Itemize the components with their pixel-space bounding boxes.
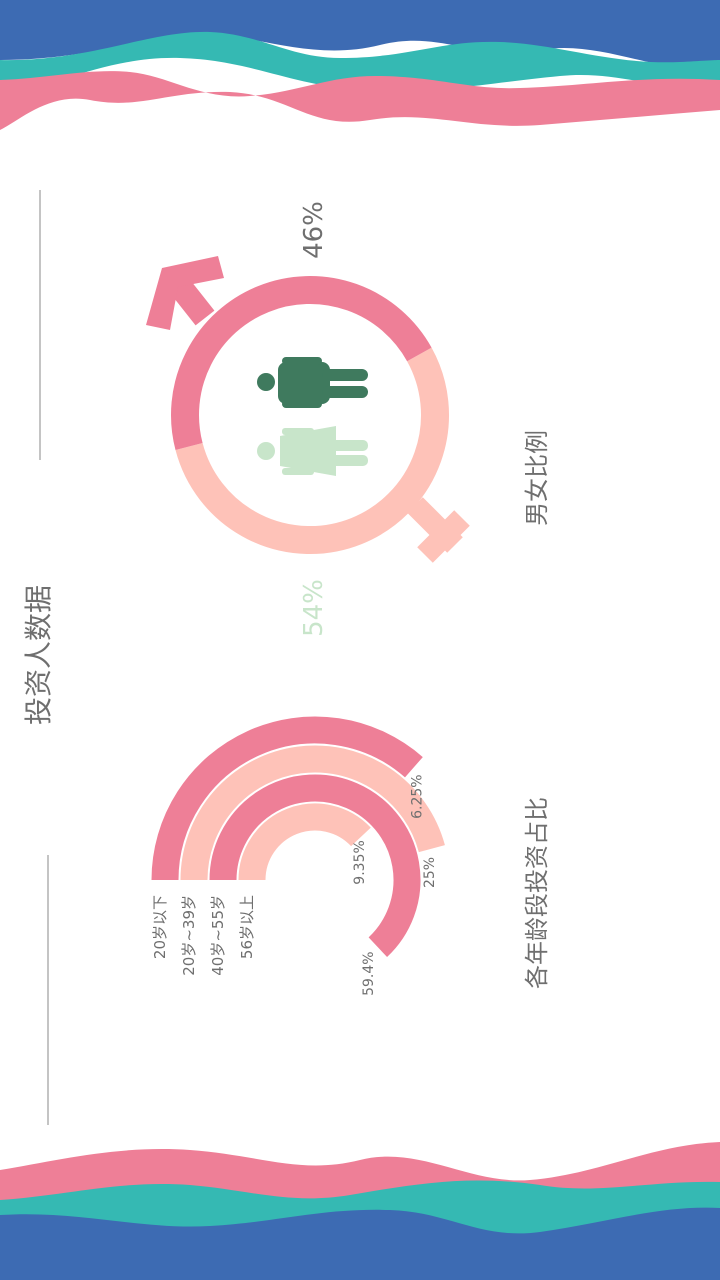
female-symbol-icon bbox=[407, 497, 470, 563]
male-donut-segment bbox=[171, 276, 432, 451]
age-bar-3 bbox=[238, 803, 371, 881]
male-figure-icon bbox=[257, 357, 368, 408]
top-wave-teal bbox=[0, 31, 720, 95]
age-value-label-3: 9.35% bbox=[352, 840, 368, 884]
age-category-label-2: 40岁~55岁 bbox=[209, 895, 227, 976]
age-category-label-3: 56岁以上 bbox=[238, 895, 256, 959]
age-bar-0 bbox=[151, 716, 423, 881]
age-bar-2 bbox=[209, 774, 421, 958]
age-value-label-2: 59.4% bbox=[361, 951, 377, 995]
bottom-wave-decoration bbox=[0, 1142, 720, 1280]
male-percent-label: 46% bbox=[299, 201, 329, 259]
age-chart-title: 各年龄段投资占比 bbox=[523, 797, 551, 989]
top-wave-blue bbox=[0, 0, 720, 71]
age-category-label-0: 20岁以下 bbox=[151, 895, 169, 959]
age-bar-1 bbox=[180, 745, 445, 881]
female-percent-label: 54% bbox=[299, 579, 329, 637]
gender-chart-title: 男女比例 bbox=[523, 430, 551, 526]
age-radial-bars bbox=[151, 716, 445, 958]
age-category-label-1: 20岁~39岁 bbox=[180, 895, 198, 976]
gender-donut bbox=[171, 276, 449, 554]
age-value-label-0: 6.25% bbox=[410, 774, 426, 818]
top-wave-decoration bbox=[0, 0, 720, 130]
male-symbol-icon bbox=[146, 256, 224, 330]
age-value-label-1: 25% bbox=[422, 857, 438, 888]
age-category-labels: 20岁以下 20岁~39岁 40岁~55岁 56岁以上 bbox=[151, 895, 256, 976]
gender-ratio-chart: 46% 54% 男女比例 bbox=[146, 201, 551, 637]
bottom-wave-blue bbox=[0, 1207, 720, 1280]
female-figure-icon bbox=[257, 426, 368, 476]
top-wave-pink bbox=[0, 71, 720, 130]
age-distribution-chart: 20岁以下 20岁~39岁 40岁~55岁 56岁以上 6.25% 25% 59.4% 9.… bbox=[151, 716, 551, 996]
page-title: 投资人数据 bbox=[22, 585, 55, 725]
female-donut-segment bbox=[175, 347, 449, 554]
age-value-labels: 6.25% 25% 59.4% 9.35% bbox=[352, 774, 438, 995]
